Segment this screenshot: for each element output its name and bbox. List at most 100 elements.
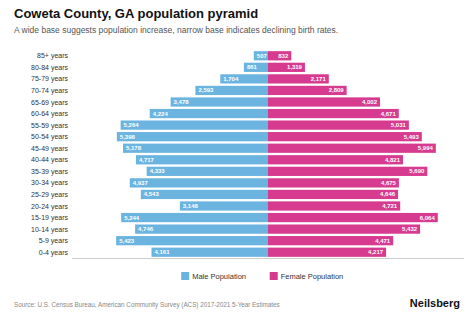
source: Source: U.S. Census Bureau, American Com… bbox=[14, 301, 280, 309]
bar bbox=[268, 201, 400, 210]
tick-label: 30-34 years bbox=[31, 179, 68, 187]
data-label: 4,671 bbox=[381, 111, 397, 117]
bar bbox=[180, 201, 268, 210]
tick-label: 15-19 years bbox=[31, 214, 68, 222]
legend-swatch bbox=[270, 272, 278, 280]
bar bbox=[268, 190, 398, 199]
data-label: 4,471 bbox=[375, 238, 391, 244]
data-label: 4,002 bbox=[362, 99, 378, 105]
data-labels: 4,161 5,4234,746 5,244 3,148 4,543 4,9374,333… bbox=[119, 53, 435, 255]
data-label: 5,690 bbox=[409, 168, 425, 174]
tick-label: 75-79 years bbox=[31, 75, 68, 83]
tick-label: 45-49 years bbox=[31, 145, 68, 153]
tick-label: 25-29 years bbox=[31, 191, 68, 199]
data-label: 507 bbox=[257, 53, 268, 59]
tick-label: 35-39 years bbox=[31, 168, 68, 176]
data-label: 6,064 bbox=[420, 215, 436, 221]
bar bbox=[135, 224, 268, 233]
bar bbox=[171, 97, 268, 106]
bars bbox=[116, 51, 438, 257]
bar bbox=[147, 167, 268, 176]
data-label: 4,333 bbox=[150, 168, 166, 174]
tick-label: 85+ years bbox=[37, 52, 68, 60]
data-label: 4,717 bbox=[139, 157, 155, 163]
data-label: 5,264 bbox=[124, 122, 140, 128]
data-label: 4,821 bbox=[385, 157, 401, 163]
bar bbox=[150, 109, 268, 118]
bar bbox=[195, 86, 268, 95]
data-label: 5,178 bbox=[126, 145, 142, 151]
tick-label: 20-24 years bbox=[31, 203, 68, 211]
tick-label: 40-44 years bbox=[31, 156, 68, 164]
tick-label: 0-4 years bbox=[39, 249, 69, 257]
bar bbox=[268, 236, 393, 245]
bar bbox=[121, 120, 268, 129]
data-label: 5,244 bbox=[124, 215, 140, 221]
bar bbox=[268, 63, 305, 72]
data-label: 5,994 bbox=[418, 145, 434, 151]
data-label: 5,432 bbox=[402, 226, 418, 232]
data-label: 832 bbox=[278, 53, 289, 59]
bar bbox=[117, 132, 268, 141]
data-label: 4,646 bbox=[380, 191, 396, 197]
data-label: 2,171 bbox=[311, 76, 327, 82]
bar bbox=[268, 51, 291, 60]
axis-line bbox=[72, 258, 464, 259]
data-label: 4,224 bbox=[153, 111, 169, 117]
data-label: 4,543 bbox=[144, 191, 160, 197]
bar bbox=[268, 144, 436, 153]
chart: Coweta County, GA population pyramid A wi… bbox=[0, 0, 474, 316]
legend-label: Female Population bbox=[281, 272, 344, 281]
tick-label: 5-9 years bbox=[39, 237, 69, 245]
data-label: 4,937 bbox=[133, 180, 149, 186]
data-label: 4,721 bbox=[382, 203, 398, 209]
bar bbox=[268, 97, 380, 106]
data-label: 2,809 bbox=[329, 87, 345, 93]
bar bbox=[268, 109, 399, 118]
tick-label: 70-74 years bbox=[31, 87, 68, 95]
tick-label: 10-14 years bbox=[31, 226, 68, 234]
bar bbox=[123, 144, 268, 153]
bar bbox=[254, 51, 268, 60]
bar bbox=[268, 86, 347, 95]
data-label: 4,746 bbox=[138, 226, 154, 232]
bar bbox=[268, 224, 420, 233]
tick-label: 65-69 years bbox=[31, 99, 68, 107]
title: Coweta County, GA population pyramid bbox=[14, 6, 258, 21]
data-label: 1,319 bbox=[287, 64, 303, 70]
bar bbox=[116, 236, 268, 245]
data-label: 4,217 bbox=[368, 249, 384, 255]
data-label: 1,704 bbox=[223, 76, 239, 82]
data-label: 5,031 bbox=[391, 122, 407, 128]
bar bbox=[268, 120, 409, 129]
data-label: 5,493 bbox=[404, 134, 420, 140]
data-label: 5,423 bbox=[119, 238, 135, 244]
bar bbox=[268, 167, 427, 176]
bar bbox=[151, 248, 268, 257]
legend-swatch bbox=[181, 272, 189, 280]
data-label: 3,478 bbox=[174, 99, 190, 105]
tick-label: 55-59 years bbox=[31, 122, 68, 130]
data-label: 3,148 bbox=[183, 203, 199, 209]
tick-label: 50-54 years bbox=[31, 133, 68, 141]
bar bbox=[268, 155, 403, 164]
legend-label: Male Population bbox=[192, 272, 246, 281]
legend: Male Population Female Population bbox=[181, 272, 343, 281]
bar bbox=[220, 74, 268, 83]
bar bbox=[244, 63, 268, 72]
data-label: 5,398 bbox=[120, 134, 136, 140]
tick-label: 60-64 years bbox=[31, 110, 68, 118]
subtitle: A wide base suggests population increase… bbox=[14, 25, 338, 35]
bar bbox=[268, 132, 422, 141]
bar bbox=[268, 213, 438, 222]
data-label: 861 bbox=[247, 64, 258, 70]
tick-label: 80-84 years bbox=[31, 64, 68, 72]
bar bbox=[136, 155, 268, 164]
bar bbox=[141, 190, 268, 199]
bar bbox=[268, 248, 386, 257]
annotation: Neilsberg bbox=[410, 297, 460, 309]
bar bbox=[268, 74, 329, 83]
bar bbox=[130, 178, 268, 187]
data-label: 4,161 bbox=[154, 249, 170, 255]
bar bbox=[121, 213, 268, 222]
